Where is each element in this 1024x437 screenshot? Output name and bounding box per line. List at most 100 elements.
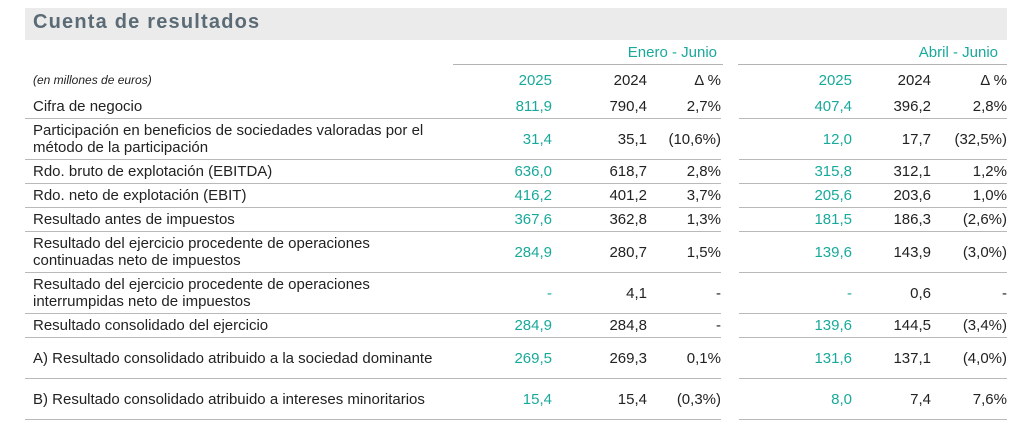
value-delta-h2: - [931, 272, 1007, 314]
title-bar: Cuenta de resultados [25, 8, 1007, 40]
results-table: (en millones de euros) 2025 2024 Δ % 202… [25, 65, 1007, 420]
value-2024-h1: 4,1 [552, 272, 647, 314]
value-delta-h2: 7,6% [931, 378, 1007, 420]
table-row: Resultado del ejercicio procedente de op… [25, 231, 1007, 273]
group-underline-1 [453, 64, 723, 65]
column-gap [721, 379, 739, 420]
value-delta-h2: 2,8% [931, 95, 1007, 119]
column-gap [721, 273, 739, 314]
page-title: Cuenta de resultados [33, 11, 261, 33]
row-label: B) Resultado consolidado atribuido a int… [25, 378, 443, 420]
value-2025-h2: 205,6 [739, 183, 852, 208]
value-2025-h2: 139,6 [739, 313, 852, 338]
group-underline-2 [738, 64, 1007, 65]
row-label: Resultado consolidado del ejercicio [25, 313, 443, 338]
value-delta-h2: (2,6%) [931, 207, 1007, 232]
value-2025-h1: 636,0 [443, 159, 552, 184]
value-delta-h1: 1,3% [647, 207, 721, 232]
value-delta-h2: 1,2% [931, 159, 1007, 184]
column-gap [721, 119, 739, 160]
value-2024-h1: 284,8 [552, 313, 647, 338]
value-delta-h2: (3,4%) [931, 313, 1007, 338]
col-header-delta-h2: Δ % [980, 71, 1007, 89]
value-2025-h1: 416,2 [443, 183, 552, 208]
value-2025-h1: 31,4 [443, 118, 552, 160]
row-label: Rdo. bruto de explotación (EBITDA) [25, 159, 443, 184]
value-delta-h2: (3,0%) [931, 231, 1007, 273]
value-delta-h1: 2,7% [647, 95, 721, 119]
value-2024-h1: 401,2 [552, 183, 647, 208]
value-2025-h1: 367,6 [443, 207, 552, 232]
value-2024-h1: 618,7 [552, 159, 647, 184]
value-2025-h2: 12,0 [739, 118, 852, 160]
column-header-row: (en millones de euros) 2025 2024 Δ % 202… [25, 65, 1007, 95]
value-2024-h2: 17,7 [852, 118, 931, 160]
value-2024-h1: 362,8 [552, 207, 647, 232]
group-header-enero-junio: Enero - Junio [627, 44, 717, 61]
column-gap [721, 338, 739, 379]
unit-note: (en millones de euros) [33, 72, 152, 87]
column-gap [721, 314, 739, 338]
value-2025-h2: 181,5 [739, 207, 852, 232]
table-row: B) Resultado consolidado atribuido a int… [25, 378, 1007, 420]
value-2025-h1: 284,9 [443, 313, 552, 338]
col-header-delta-h1: Δ % [694, 71, 721, 89]
column-gap [721, 160, 739, 184]
table-row: Rdo. neto de explotación (EBIT) 416,2 401,… [25, 183, 1007, 208]
value-2025-h1: 15,4 [443, 378, 552, 420]
value-2024-h2: 0,6 [852, 272, 931, 314]
value-delta-h2: (32,5%) [931, 118, 1007, 160]
row-label: Cifra de negocio [25, 95, 443, 119]
column-gap [721, 184, 739, 208]
row-label: A) Resultado consolidado atribuido a la … [25, 337, 443, 379]
row-label: Resultado del ejercicio procedente de op… [25, 231, 443, 273]
value-2024-h2: 186,3 [852, 207, 931, 232]
value-2025-h2: 139,6 [739, 231, 852, 273]
table-row: Resultado antes de impuestos 367,6 362,8 1,… [25, 207, 1007, 232]
value-2024-h1: 35,1 [552, 118, 647, 160]
row-label: Resultado antes de impuestos [25, 207, 443, 232]
value-2024-h2: 137,1 [852, 337, 931, 379]
column-gap [721, 65, 739, 95]
column-gap [721, 232, 739, 273]
value-2025-h2: - [739, 272, 852, 314]
col-header-2025-h1: 2025 [518, 71, 552, 89]
value-delta-h1: - [647, 272, 721, 314]
column-gap [721, 208, 739, 232]
value-2024-h1: 790,4 [552, 95, 647, 119]
table-row: A) Resultado consolidado atribuido a la … [25, 337, 1007, 379]
value-delta-h1: - [647, 313, 721, 338]
table-row: Rdo. bruto de explotación (EBITDA) 636,0 6… [25, 159, 1007, 184]
value-delta-h1: 3,7% [647, 183, 721, 208]
value-2025-h1: 284,9 [443, 231, 552, 273]
value-2025-h2: 315,8 [739, 159, 852, 184]
table-row: Cifra de negocio 811,9 790,4 2,7% 407,4 396,2… [25, 95, 1007, 119]
col-header-2024-h2: 2024 [897, 71, 931, 89]
value-2024-h1: 15,4 [552, 378, 647, 420]
col-header-2025-h2: 2025 [818, 71, 852, 89]
value-delta-h1: 0,1% [647, 337, 721, 379]
row-label: Resultado del ejercicio procedente de op… [25, 272, 443, 314]
value-2024-h2: 396,2 [852, 95, 931, 119]
value-2024-h1: 269,3 [552, 337, 647, 379]
value-2025-h1: - [443, 272, 552, 314]
group-header-abril-junio: Abril - Junio [918, 44, 998, 61]
value-2024-h2: 143,9 [852, 231, 931, 273]
value-delta-h2: 1,0% [931, 183, 1007, 208]
value-2024-h2: 144,5 [852, 313, 931, 338]
value-2024-h2: 203,6 [852, 183, 931, 208]
value-2025-h1: 269,5 [443, 337, 552, 379]
value-2024-h1: 280,7 [552, 231, 647, 273]
table-row: Resultado del ejercicio procedente de op… [25, 272, 1007, 314]
value-delta-h1: (0,3%) [647, 378, 721, 420]
value-2025-h2: 407,4 [739, 95, 852, 119]
value-delta-h1: 2,8% [647, 159, 721, 184]
value-2025-h2: 8,0 [739, 378, 852, 420]
value-2024-h2: 7,4 [852, 378, 931, 420]
row-label: Participación en beneficios de sociedade… [25, 118, 443, 160]
value-2025-h1: 811,9 [443, 95, 552, 119]
value-2025-h2: 131,6 [739, 337, 852, 379]
value-delta-h2: (4,0%) [931, 337, 1007, 379]
table-row: Participación en beneficios de sociedade… [25, 118, 1007, 160]
table-row: Resultado consolidado del ejercicio 284,9… [25, 313, 1007, 338]
